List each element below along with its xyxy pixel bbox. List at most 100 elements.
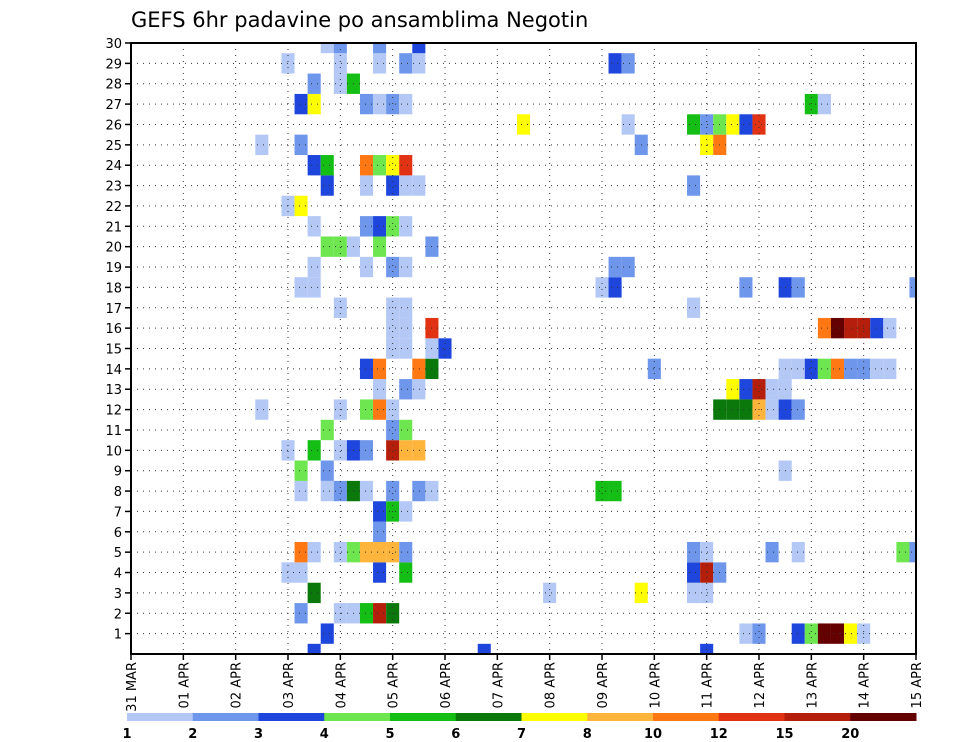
heatmap-cell <box>373 541 387 563</box>
heatmap-cell <box>386 541 400 563</box>
heatmap-cell <box>307 73 321 94</box>
legend-label: 6 <box>451 727 460 742</box>
x-tick-label: 05 APR <box>387 662 402 708</box>
heatmap-cell <box>307 155 321 176</box>
y-tick-label: 20 <box>105 241 122 256</box>
y-tick-label: 13 <box>105 383 122 398</box>
heatmap-cell <box>608 480 622 502</box>
x-tick-label: 11 APR <box>701 662 716 708</box>
x-tick-label: 14 APR <box>858 662 873 708</box>
heatmap-cell <box>399 419 413 441</box>
heatmap-cell <box>608 277 622 298</box>
heatmap-cell <box>333 43 347 54</box>
legend-label: 20 <box>841 727 859 742</box>
heatmap-cell <box>386 480 400 502</box>
heatmap-cell <box>399 440 413 461</box>
y-tick-label: 11 <box>105 424 122 439</box>
y-tick-label: 5 <box>114 546 122 561</box>
legend-swatch <box>455 713 522 721</box>
heatmap-cell <box>333 236 347 257</box>
heatmap-cell <box>399 562 413 583</box>
heatmap-cell <box>752 379 766 400</box>
heatmap-cell <box>412 175 426 196</box>
heatmap-cell <box>359 358 374 380</box>
heatmap-cell <box>791 277 805 298</box>
y-tick-label: 8 <box>114 485 122 500</box>
heatmap-cell <box>359 93 374 115</box>
x-tick-label: 13 APR <box>805 662 820 708</box>
legend-label: 1 <box>122 727 131 742</box>
heatmap-cell <box>294 480 308 502</box>
legend-swatch <box>390 713 457 721</box>
heatmap-cell <box>621 53 635 74</box>
y-tick-label: 18 <box>105 281 122 296</box>
y-tick-label: 6 <box>114 526 122 541</box>
heatmap-cell <box>320 419 334 441</box>
heatmap-cell <box>373 216 387 237</box>
heatmap-cell <box>687 297 701 318</box>
y-tick-label: 28 <box>105 78 122 93</box>
heatmap-cell <box>765 541 779 563</box>
heatmap-cell <box>830 317 845 339</box>
heatmap-cell <box>320 155 334 176</box>
y-tick-label: 12 <box>105 404 122 419</box>
legend-swatch <box>258 713 325 721</box>
heatmap-cell <box>804 358 818 380</box>
heatmap-cell <box>386 317 400 339</box>
y-tick-label: 15 <box>105 343 122 358</box>
heatmap-cell <box>255 134 269 156</box>
heatmap-cell <box>294 195 308 217</box>
heatmap-cell <box>752 623 766 644</box>
y-tick-label: 25 <box>105 139 122 154</box>
heatmap-cell <box>399 297 413 318</box>
heatmap-cell <box>399 501 413 522</box>
heatmap-cell <box>726 379 740 400</box>
heatmap-cell <box>373 501 387 522</box>
heatmap-cell <box>477 643 491 654</box>
legend-swatch <box>192 713 259 721</box>
y-tick-label: 7 <box>114 505 122 520</box>
x-tick-label: 06 APR <box>439 662 454 708</box>
legend-label: 4 <box>320 727 329 742</box>
heatmap-cell <box>373 43 387 54</box>
heatmap-cell <box>739 623 753 644</box>
heatmap-cell <box>373 236 387 257</box>
heatmap-cell <box>412 358 426 380</box>
heatmap-cell <box>307 216 321 237</box>
heatmap-cell <box>870 317 884 339</box>
legend-label: 3 <box>254 727 263 742</box>
heatmap-cell <box>320 175 334 196</box>
heatmap-cell <box>791 399 805 420</box>
heatmap-cell <box>386 338 400 359</box>
heatmap-cell <box>373 379 387 400</box>
color-legend: 1 2 3 4 5 6 7 8 10 12 15 20 <box>122 713 917 742</box>
y-tick-label: 1 <box>114 628 122 643</box>
heatmap-cell <box>817 623 831 644</box>
heatmap-cell <box>621 256 635 278</box>
heatmap-cell <box>373 603 387 624</box>
heatmap-cell <box>333 440 347 461</box>
heatmap-cell <box>386 419 400 441</box>
heatmap-cell <box>896 541 910 563</box>
heatmap-cell <box>294 93 308 115</box>
y-tick-label: 2 <box>114 607 122 622</box>
heatmap-cell <box>817 93 831 115</box>
heatmap-cell <box>817 317 831 339</box>
heatmap-cell <box>700 643 714 654</box>
heatmap-cell <box>883 317 897 339</box>
heatmap-cell <box>294 541 308 563</box>
heatmap-cell <box>294 603 308 624</box>
heatmap-cell <box>373 53 387 74</box>
heatmap-cell <box>399 317 413 339</box>
heatmap-cell <box>700 134 714 156</box>
heatmap-cell <box>412 43 426 54</box>
heatmap-cell <box>726 399 740 420</box>
heatmap-cell <box>687 541 701 563</box>
heatmap-cell <box>373 521 387 542</box>
heatmap-cell <box>883 358 897 380</box>
heatmap-cell <box>399 541 413 563</box>
heatmap-cell <box>909 541 916 563</box>
heatmap-cell <box>516 114 531 135</box>
heatmap-cell <box>307 440 321 461</box>
x-tick-label: 02 APR <box>230 662 245 708</box>
